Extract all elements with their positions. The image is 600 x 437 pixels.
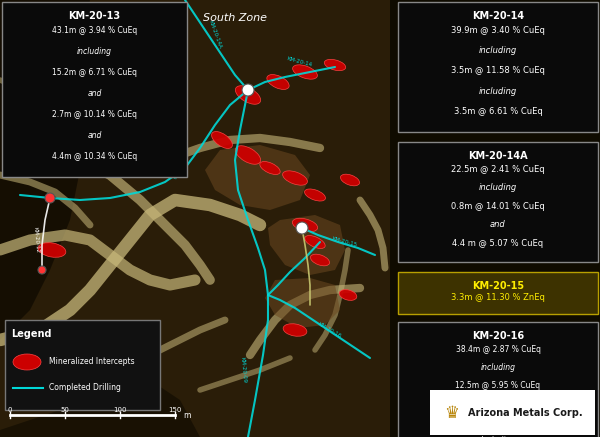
Text: 15.2m @ 6.71 % CuEq: 15.2m @ 6.71 % CuEq — [52, 68, 137, 77]
Ellipse shape — [38, 243, 66, 257]
Text: 22.5m @ 2.41 % CuEq: 22.5m @ 2.41 % CuEq — [451, 165, 545, 174]
Bar — [398, 2, 598, 132]
Ellipse shape — [339, 290, 357, 300]
Bar — [398, 322, 598, 437]
Text: 4.4 m @ 5.07 % CuEq: 4.4 m @ 5.07 % CuEq — [452, 239, 544, 248]
Text: KM-20-14A: KM-20-14A — [468, 151, 528, 161]
Ellipse shape — [283, 324, 307, 336]
Ellipse shape — [267, 75, 289, 90]
Ellipse shape — [292, 218, 317, 232]
Bar — [398, 142, 598, 262]
Ellipse shape — [293, 65, 317, 79]
Text: Including: Including — [481, 436, 515, 437]
Text: 12.5m @ 5.95 % CuEq: 12.5m @ 5.95 % CuEq — [455, 381, 541, 390]
Text: 2.7m @ 10.14 % CuEq: 2.7m @ 10.14 % CuEq — [52, 110, 137, 119]
Text: 39.9m @ 3.40 % CuEq: 39.9m @ 3.40 % CuEq — [451, 26, 545, 35]
Ellipse shape — [310, 254, 329, 266]
Text: 150: 150 — [169, 407, 182, 413]
Text: KM-20-15: KM-20-15 — [332, 236, 358, 248]
Bar — [398, 272, 598, 314]
Circle shape — [45, 193, 55, 203]
Text: Mineralized Intercepts: Mineralized Intercepts — [49, 357, 134, 367]
Text: KM-20-12: KM-20-12 — [32, 227, 40, 253]
Text: including: including — [479, 46, 517, 55]
Polygon shape — [0, 380, 200, 437]
Ellipse shape — [283, 171, 307, 185]
Text: KM-20-09: KM-20-09 — [239, 357, 247, 383]
Text: including: including — [481, 363, 515, 372]
Ellipse shape — [305, 236, 325, 249]
Polygon shape — [205, 145, 310, 210]
Polygon shape — [0, 0, 90, 437]
Text: 4.4m @ 10.34 % CuEq: 4.4m @ 10.34 % CuEq — [52, 152, 137, 160]
Ellipse shape — [235, 146, 260, 164]
Text: Completed Drilling: Completed Drilling — [49, 384, 121, 392]
Text: 0.8m @ 14.01 % CuEq: 0.8m @ 14.01 % CuEq — [451, 202, 545, 211]
Bar — [5, 320, 160, 410]
Text: including: including — [77, 47, 112, 56]
Bar — [2, 2, 187, 177]
Text: including: including — [479, 87, 517, 96]
Ellipse shape — [324, 59, 346, 71]
Text: 50: 50 — [61, 407, 70, 413]
Text: m: m — [183, 410, 190, 420]
Polygon shape — [268, 215, 345, 275]
Text: KM-20-13: KM-20-13 — [152, 169, 178, 181]
Text: including: including — [481, 399, 515, 409]
Text: 3.0m @ 11.29 % CuEq: 3.0m @ 11.29 % CuEq — [455, 418, 541, 427]
Polygon shape — [390, 0, 600, 437]
Text: 100: 100 — [113, 407, 127, 413]
Text: KM-20-13: KM-20-13 — [68, 11, 121, 21]
Ellipse shape — [235, 86, 260, 104]
Text: ♛: ♛ — [445, 403, 460, 422]
Ellipse shape — [305, 189, 325, 201]
Text: and: and — [88, 131, 101, 140]
Text: Legend: Legend — [11, 329, 52, 339]
Text: 0: 0 — [8, 407, 12, 413]
Text: and: and — [490, 220, 506, 229]
Text: KM-20-14: KM-20-14 — [472, 11, 524, 21]
Text: KM-20-16: KM-20-16 — [472, 331, 524, 341]
Text: including: including — [479, 183, 517, 192]
Circle shape — [38, 266, 46, 274]
Ellipse shape — [13, 354, 41, 370]
Text: 3.5m @ 6.61 % CuEq: 3.5m @ 6.61 % CuEq — [454, 107, 542, 116]
Circle shape — [242, 84, 254, 96]
Polygon shape — [265, 278, 340, 328]
Text: 38.4m @ 2.87 % CuEq: 38.4m @ 2.87 % CuEq — [455, 345, 541, 354]
Text: Arizona Metals Corp.: Arizona Metals Corp. — [467, 407, 583, 417]
Text: South Zone: South Zone — [203, 13, 267, 23]
Text: and: and — [88, 89, 101, 98]
Text: 3.3m @ 11.30 % ZnEq: 3.3m @ 11.30 % ZnEq — [451, 294, 545, 302]
Text: KM-20-14: KM-20-14 — [287, 56, 313, 68]
Circle shape — [296, 222, 308, 234]
Text: KM-20-15: KM-20-15 — [472, 281, 524, 291]
Ellipse shape — [260, 162, 280, 174]
Bar — [430, 390, 595, 435]
Text: 43.1m @ 3.94 % CuEq: 43.1m @ 3.94 % CuEq — [52, 26, 137, 35]
Ellipse shape — [212, 132, 232, 149]
Text: KM-20-14A: KM-20-14A — [208, 20, 223, 50]
Ellipse shape — [340, 174, 359, 186]
Text: KM-20-16: KM-20-16 — [317, 321, 343, 339]
Text: 3.5m @ 11.58 % CuEq: 3.5m @ 11.58 % CuEq — [451, 66, 545, 76]
